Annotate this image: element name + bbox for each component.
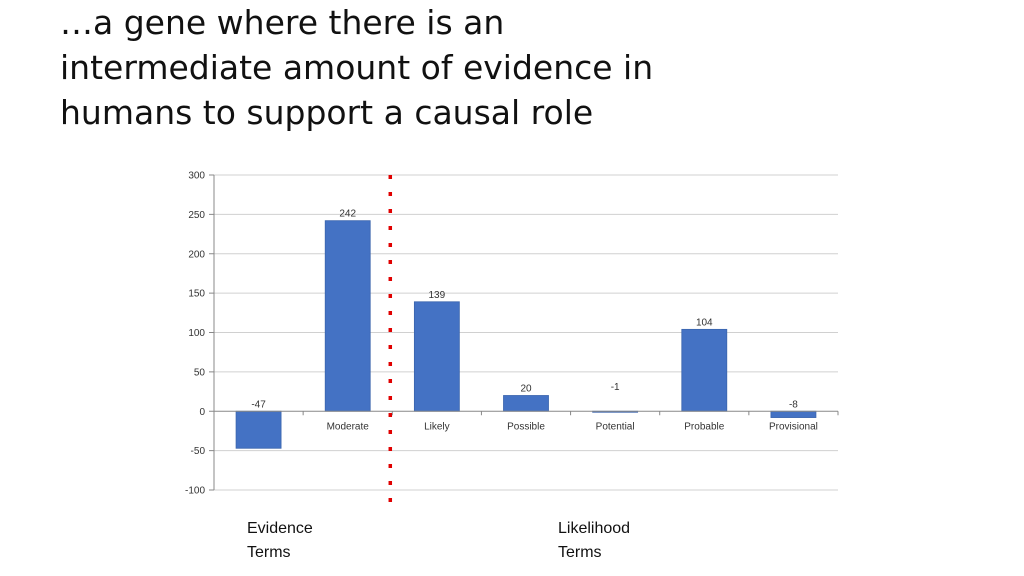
evidence-caption-line-2: Terms [247, 544, 291, 561]
evidence-caption-line-1: Evidence [247, 520, 313, 537]
bar-possible [503, 395, 549, 412]
y-tick-label: -100 [185, 486, 205, 497]
bar-probable [681, 328, 728, 412]
slide-title: …a gene where there is an intermediate a… [60, 0, 740, 135]
y-tick-label: -50 [191, 446, 206, 457]
data-label: -1 [611, 382, 620, 393]
category-label: Likely [424, 421, 450, 432]
y-tick-label: 100 [188, 328, 205, 339]
data-label: -8 [789, 399, 798, 410]
data-label: 139 [429, 290, 446, 301]
category-label: Probable [684, 421, 724, 432]
likelihood-caption-line-2: Terms [558, 544, 602, 561]
title-line-2: intermediate amount of evidence in [60, 48, 654, 87]
likelihood-terms-caption: Likelihood Terms [558, 517, 630, 565]
data-label: 20 [520, 384, 532, 395]
data-label: 104 [696, 317, 713, 328]
evidence-terms-caption: Evidence Terms [247, 517, 313, 565]
likelihood-caption-line-1: Likelihood [558, 520, 631, 537]
title-line-1: …a gene where there is an [60, 3, 505, 42]
y-tick-label: 250 [188, 210, 205, 221]
y-tick-label: 200 [188, 249, 205, 260]
y-tick-label: 300 [188, 171, 205, 182]
bar-moderate [324, 220, 371, 412]
data-label: 242 [339, 209, 356, 220]
bar-provisional [770, 410, 817, 418]
y-tick-label: 150 [188, 289, 205, 300]
y-tick-label: 50 [194, 367, 206, 378]
bar-evidence [235, 410, 282, 449]
category-label: Moderate [327, 421, 370, 432]
bar-likely [413, 301, 460, 412]
title-line-3: humans to support a causal role [60, 93, 594, 132]
category-label: Potential [596, 421, 635, 432]
data-label: -47 [251, 399, 266, 410]
y-tick-label: 0 [199, 407, 205, 418]
category-label: Possible [507, 421, 545, 432]
category-label: Provisional [769, 421, 818, 432]
